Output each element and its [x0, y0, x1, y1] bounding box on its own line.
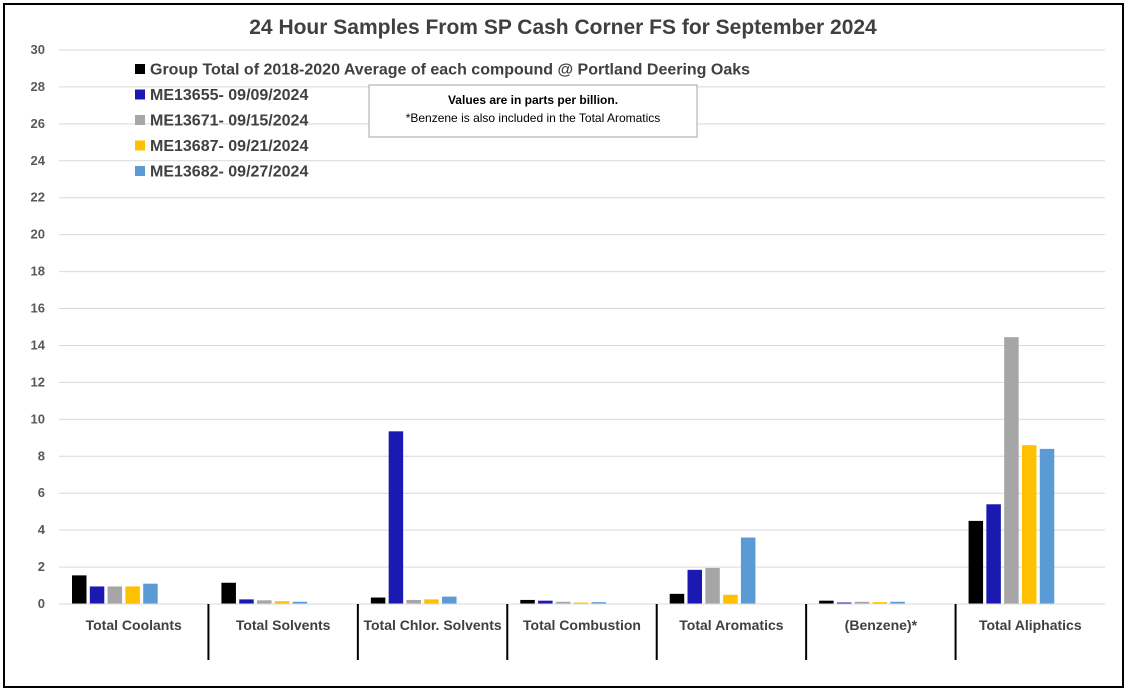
legend: Group Total of 2018-2020 Average of each… [135, 62, 750, 181]
bar [520, 599, 535, 604]
legend-label: Group Total of 2018-2020 Average of each… [150, 62, 750, 79]
y-tick-label: 4 [38, 522, 46, 537]
bar [388, 431, 404, 604]
bar [968, 520, 984, 604]
legend-swatch [135, 166, 145, 176]
legend-swatch [135, 89, 145, 100]
y-tick-label: 10 [31, 411, 45, 426]
legend-swatch [135, 140, 145, 151]
annotation-frame [368, 84, 698, 138]
bar [292, 601, 308, 604]
category-label: Total Combustion [523, 617, 641, 633]
bar [274, 601, 290, 604]
bar [740, 537, 756, 604]
y-tick-label: 12 [31, 374, 45, 389]
bar [239, 599, 254, 604]
bar [538, 600, 553, 604]
legend-label: ME13671- 09/15/2024 [150, 113, 308, 130]
annotation-line-2: *Benzene is also included in the Total A… [406, 111, 661, 125]
bar [705, 567, 720, 604]
category-label: Total Solvents [236, 617, 331, 633]
bar [406, 599, 421, 604]
bar [591, 602, 606, 604]
bar [723, 594, 738, 604]
category-label: Total Aromatics [679, 617, 783, 633]
legend-label: ME13682- 09/27/2024 [150, 164, 308, 181]
y-tick-label: 20 [31, 227, 45, 242]
y-tick-label: 8 [38, 448, 45, 463]
bar [836, 602, 852, 604]
category-labels: Total Coolants Total Solvents Total Chlor.… [86, 617, 1082, 633]
bar [257, 600, 272, 604]
bar [555, 601, 571, 604]
bars [72, 337, 1055, 604]
bar [89, 586, 105, 604]
bar [1039, 448, 1055, 604]
annotation-box: Values are in parts per billion. *Benzen… [368, 84, 698, 138]
y-tick-label: 18 [31, 264, 45, 279]
category-label: Total Chlor. Solvents [363, 617, 501, 633]
y-tick-label: 16 [31, 301, 45, 316]
y-tick-label: 22 [31, 190, 45, 205]
gridlines [59, 49, 1105, 568]
y-tick-label: 6 [38, 485, 45, 500]
bar [872, 602, 888, 604]
bar [143, 583, 158, 604]
bar [370, 597, 386, 604]
bar [221, 582, 236, 604]
legend-swatch [135, 115, 145, 125]
y-tick-label: 0 [38, 596, 45, 611]
chart-title: 24 Hour Samples From SP Cash Corner FS f… [249, 16, 877, 39]
legend-label: ME13687- 09/21/2024 [150, 138, 308, 155]
bar [72, 575, 87, 604]
x-axis [59, 603, 1105, 660]
bar [107, 586, 123, 604]
y-tick-label: 28 [31, 79, 45, 94]
y-tick-label: 30 [31, 42, 45, 57]
bar [854, 601, 870, 604]
bar [442, 596, 457, 604]
category-label: Total Coolants [86, 617, 182, 633]
bar [890, 601, 905, 604]
bar [986, 504, 1001, 604]
category-label: (Benzene)* [845, 617, 918, 633]
bar [424, 599, 439, 604]
category-label: Total Aliphatics [979, 617, 1082, 633]
y-tick-label: 14 [31, 337, 46, 352]
bar [819, 600, 834, 604]
y-tick-label: 2 [38, 559, 45, 574]
y-tick-label: 24 [31, 153, 46, 168]
legend-swatch [135, 64, 145, 74]
legend-label: ME13655- 09/09/2024 [150, 87, 308, 104]
bar [1021, 445, 1037, 604]
annotation-line-1: Values are in parts per billion. [448, 93, 618, 107]
bar [1004, 337, 1019, 604]
bar [669, 593, 685, 604]
y-tick-label: 26 [31, 116, 45, 131]
bar [125, 586, 140, 604]
bar [687, 569, 703, 604]
bar [573, 602, 589, 604]
